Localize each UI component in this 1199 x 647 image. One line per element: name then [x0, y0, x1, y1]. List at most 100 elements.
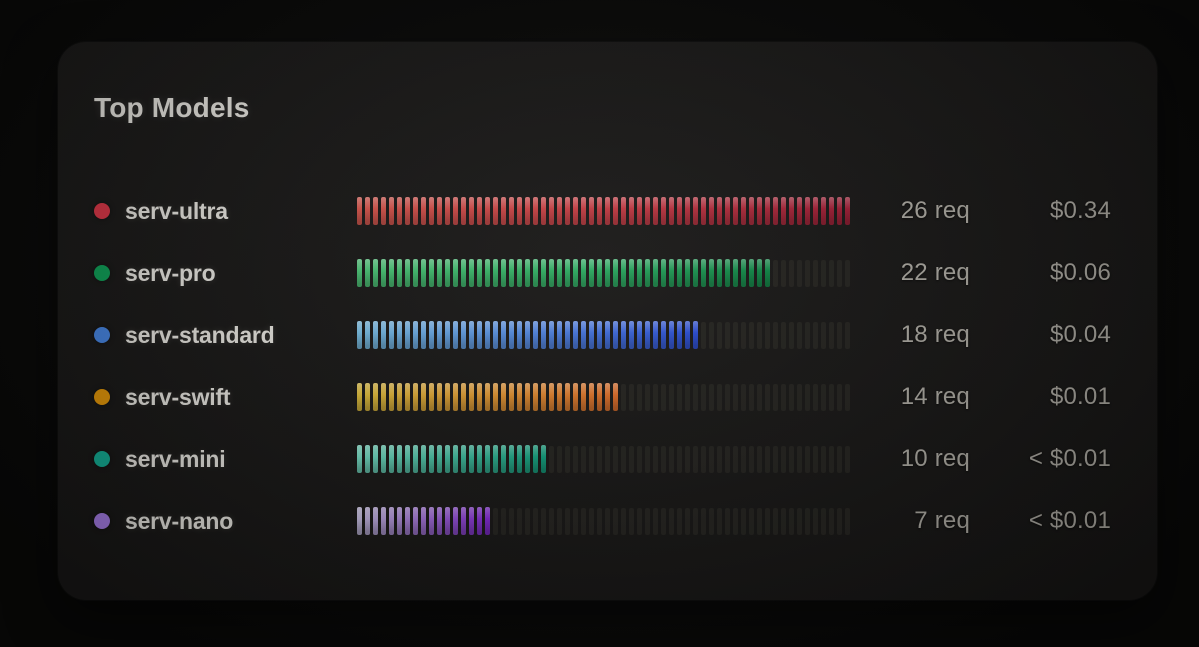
bar-tick	[677, 383, 682, 411]
model-color-dot	[94, 389, 110, 405]
bar-tick	[845, 383, 850, 411]
bar-tick	[661, 321, 666, 349]
bar-tick	[829, 445, 834, 473]
bar-tick	[509, 321, 514, 349]
bar-tick	[669, 321, 674, 349]
cost-value: $0.04	[1049, 321, 1111, 348]
bar-tick	[421, 259, 426, 287]
bar-tick	[589, 321, 594, 349]
bar-tick	[429, 507, 434, 535]
bar-tick	[557, 507, 562, 535]
bar-tick	[565, 321, 570, 349]
bar-tick	[821, 321, 826, 349]
bar-tick	[693, 507, 698, 535]
bar-tick	[405, 507, 410, 535]
bar-tick	[653, 383, 658, 411]
bar-tick	[525, 383, 530, 411]
bar-tick	[437, 197, 442, 225]
bar-tick	[621, 507, 626, 535]
bar-tick	[413, 507, 418, 535]
model-name-label: serv-pro	[125, 259, 216, 286]
bar-tick	[477, 259, 482, 287]
bar-tick	[365, 259, 370, 287]
bar-tick	[829, 507, 834, 535]
bar-tick	[845, 259, 850, 287]
bar-tick	[549, 445, 554, 473]
request-count: 22 req	[900, 259, 970, 286]
bar-tick	[749, 259, 754, 287]
bar-tick	[501, 321, 506, 349]
bar-tick	[845, 197, 850, 225]
bar-tick	[781, 445, 786, 473]
request-count: 10 req	[900, 445, 970, 472]
bar-tick	[733, 445, 738, 473]
bar-tick	[789, 197, 794, 225]
bar-tick	[445, 321, 450, 349]
bar-tick	[437, 383, 442, 411]
bar-tick	[637, 259, 642, 287]
bar-tick	[829, 321, 834, 349]
bar-tick	[517, 321, 522, 349]
bar-tick	[605, 197, 610, 225]
bar-tick	[429, 445, 434, 473]
bar-tick	[581, 321, 586, 349]
bar-tick	[773, 507, 778, 535]
bar-tick	[565, 383, 570, 411]
bar-tick	[549, 507, 554, 535]
bar-tick	[381, 507, 386, 535]
bar-tick	[453, 197, 458, 225]
request-count: 7 req	[914, 507, 970, 534]
bar-tick	[837, 321, 842, 349]
bar-tick	[485, 507, 490, 535]
bar-tick	[741, 259, 746, 287]
model-row: serv-swift 14 req $0.01	[94, 366, 1121, 428]
bar-tick	[781, 383, 786, 411]
bar-tick	[669, 383, 674, 411]
bar-tick	[397, 197, 402, 225]
bar-tick	[757, 197, 762, 225]
bar-tick	[733, 197, 738, 225]
bar-tick	[437, 321, 442, 349]
bar-tick	[693, 383, 698, 411]
bar-tick	[573, 383, 578, 411]
bar-tick	[461, 321, 466, 349]
bar-tick	[557, 383, 562, 411]
bar-tick	[373, 445, 378, 473]
bar-tick	[797, 383, 802, 411]
bar-tick	[725, 321, 730, 349]
bar-tick	[429, 197, 434, 225]
bar-tick	[613, 259, 618, 287]
bar-tick	[709, 383, 714, 411]
bar-tick	[357, 507, 362, 535]
bar-tick	[453, 259, 458, 287]
request-count: 18 req	[900, 321, 970, 348]
bar-tick	[421, 445, 426, 473]
bar-tick	[357, 321, 362, 349]
bar-tick	[405, 445, 410, 473]
bar-tick	[493, 383, 498, 411]
bar-tick	[501, 259, 506, 287]
bar-tick	[685, 383, 690, 411]
cost-value: $0.34	[1049, 197, 1111, 224]
bar-tick	[757, 445, 762, 473]
bar-tick	[765, 507, 770, 535]
bar-tick	[701, 445, 706, 473]
bar-tick	[677, 445, 682, 473]
bar-tick	[525, 259, 530, 287]
bar-tick	[773, 259, 778, 287]
bar-tick	[557, 259, 562, 287]
bar-tick	[597, 259, 602, 287]
bar-tick	[373, 507, 378, 535]
bar-tick	[389, 445, 394, 473]
bar-tick	[661, 197, 666, 225]
bar-tick	[573, 507, 578, 535]
bar-tick	[669, 445, 674, 473]
bar-tick	[533, 507, 538, 535]
bar-tick	[637, 507, 642, 535]
bar-tick	[629, 321, 634, 349]
bar-tick	[541, 445, 546, 473]
bar-tick	[589, 445, 594, 473]
bar-tick	[517, 383, 522, 411]
bar-tick	[469, 507, 474, 535]
bar-tick	[397, 383, 402, 411]
